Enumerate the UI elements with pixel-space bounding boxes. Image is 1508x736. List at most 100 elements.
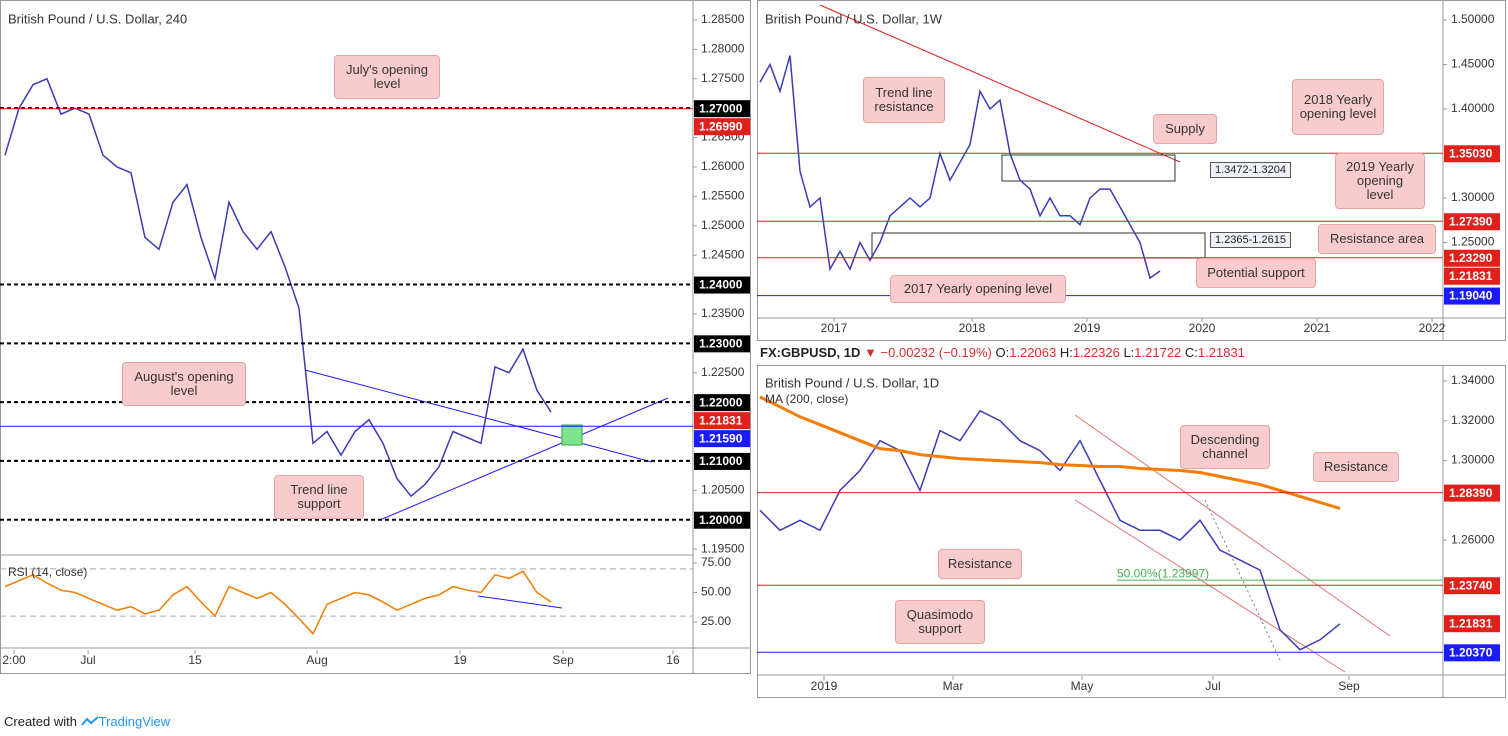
y-tick-label: 1.25000 (1451, 235, 1495, 249)
price-label: 1.22000 (699, 395, 743, 409)
price-label-box (694, 335, 750, 353)
annotation: Trend line support (274, 475, 364, 519)
price-label: 1.21831 (1449, 269, 1493, 283)
x-tick-label: Aug (306, 653, 327, 667)
x-tick-label: Jul (1205, 679, 1220, 693)
price-label-box (1444, 287, 1500, 305)
zone-box (871, 232, 1206, 259)
trend-line (477, 595, 563, 609)
price-line (759, 409, 1341, 651)
y-tick-label: 1.30000 (1451, 453, 1495, 467)
x-tick-label: 2019 (811, 679, 838, 693)
channel-line (1074, 499, 1346, 673)
x-tick-label: 16 (666, 653, 680, 667)
y-tick-label: 1.30000 (1451, 190, 1495, 204)
trend-line (304, 369, 653, 463)
label: L: (1123, 345, 1135, 360)
range-label: 1.2365-1.2615 (1210, 232, 1291, 248)
annotation: Resistance (1313, 452, 1399, 482)
annotation: Resistance area (1318, 224, 1436, 254)
price-label-box (1444, 267, 1500, 285)
price-label-box (1444, 644, 1500, 662)
price-label-box (1444, 615, 1500, 633)
y-tick-label: 1.50000 (1451, 12, 1495, 26)
annotation: 2019 Yearly opening level (1335, 153, 1425, 209)
price-label-box (1444, 484, 1500, 502)
price-label: 1.19040 (1449, 289, 1493, 303)
annotation: 2017 Yearly opening level (890, 275, 1066, 303)
target-zone (561, 424, 583, 446)
x-tick-label: 2020 (1189, 321, 1216, 335)
y-tick-label: 1.20500 (701, 483, 745, 497)
chart-title: British Pound / U.S. Dollar, 1D (765, 375, 939, 390)
price-label-box (1444, 213, 1500, 231)
chart-title: British Pound / U.S. Dollar, 240 (8, 11, 187, 26)
price-label-box (694, 394, 750, 412)
x-tick-label: 15 (188, 653, 202, 667)
x-tick-label: 2022 (1419, 321, 1446, 335)
y-tick-label: 1.24500 (701, 247, 745, 261)
channel-line (1074, 414, 1391, 637)
footer: Created with TradingView (4, 714, 170, 729)
y-tick-label: 1.19500 (701, 541, 745, 555)
x-tick-label: May (1071, 679, 1094, 693)
price-label-box (694, 100, 750, 118)
price-label: 1.21831 (1449, 616, 1493, 630)
annotation: Resistance (938, 549, 1022, 579)
chart-title: RSI (14, close) (8, 565, 87, 579)
y-tick-label: 1.32000 (1451, 413, 1495, 427)
trend-line (379, 397, 669, 521)
price-label-box (1444, 577, 1500, 595)
y-tick-label: 1.40000 (1451, 101, 1495, 115)
x-tick-label: 19 (453, 653, 467, 667)
panel-frame (757, 0, 1506, 341)
price-label-box (694, 412, 750, 430)
y-tick-label: 1.22500 (701, 365, 745, 379)
annotation: 2018 Yearly opening level (1292, 79, 1384, 135)
y-tick-label: 75.00 (701, 555, 731, 569)
fib-label: 50.00%(1.23997) (1117, 566, 1209, 580)
x-tick-label: Jul (80, 653, 95, 667)
trend-line (819, 4, 1181, 163)
brand[interactable]: TradingView (98, 714, 171, 729)
change: −0.00232 (−0.19%) (880, 345, 992, 360)
x-tick-label: 2019 (1074, 321, 1101, 335)
y-tick-label: 1.27500 (701, 71, 745, 85)
high: 1.22326 (1072, 345, 1120, 360)
price-label-box (694, 452, 750, 470)
y-tick-label: 1.23500 (701, 306, 745, 320)
y-tick-label: 25.00 (701, 614, 731, 628)
open: 1.22063 (1009, 345, 1057, 360)
label: C: (1184, 345, 1198, 360)
price-label: 1.23290 (1449, 251, 1493, 265)
annotation: Quasimodo support (895, 600, 985, 644)
y-tick-label: 1.26000 (701, 159, 745, 173)
logo (80, 716, 99, 726)
price-line (759, 55, 1161, 280)
y-tick-label: 1.25000 (701, 218, 745, 232)
price-label: 1.28390 (1449, 486, 1493, 500)
panel-frame (0, 0, 751, 674)
price-line (759, 395, 1341, 510)
x-tick-label: Sep (552, 653, 574, 667)
x-tick-label: 2018 (959, 321, 986, 335)
panel-frame (757, 365, 1506, 698)
symbol: FX:GBPUSD, 1D (760, 345, 861, 360)
y-tick-label: 1.45000 (1451, 57, 1495, 71)
label: H: (1059, 345, 1073, 360)
annotation: Potential support (1196, 258, 1316, 288)
price-label: 1.21590 (699, 431, 743, 445)
y-tick-label: 1.25500 (701, 189, 745, 203)
price-label: 1.20000 (699, 513, 743, 527)
x-tick-label: 2:00 (2, 653, 26, 667)
annotation: Descending channel (1180, 425, 1270, 469)
symbol-header: FX:GBPUSD, 1D ▼ −0.00232 (−0.19%) O:1.22… (760, 345, 1245, 360)
price-label: 1.21831 (699, 413, 743, 427)
price-label: 1.21000 (699, 454, 743, 468)
y-tick-label: 1.28500 (701, 12, 745, 26)
zone-box (1001, 154, 1176, 182)
y-tick-label: 1.28000 (701, 42, 745, 56)
price-label: 1.23000 (699, 337, 743, 351)
range-label: 1.3472-1.3204 (1210, 162, 1291, 178)
